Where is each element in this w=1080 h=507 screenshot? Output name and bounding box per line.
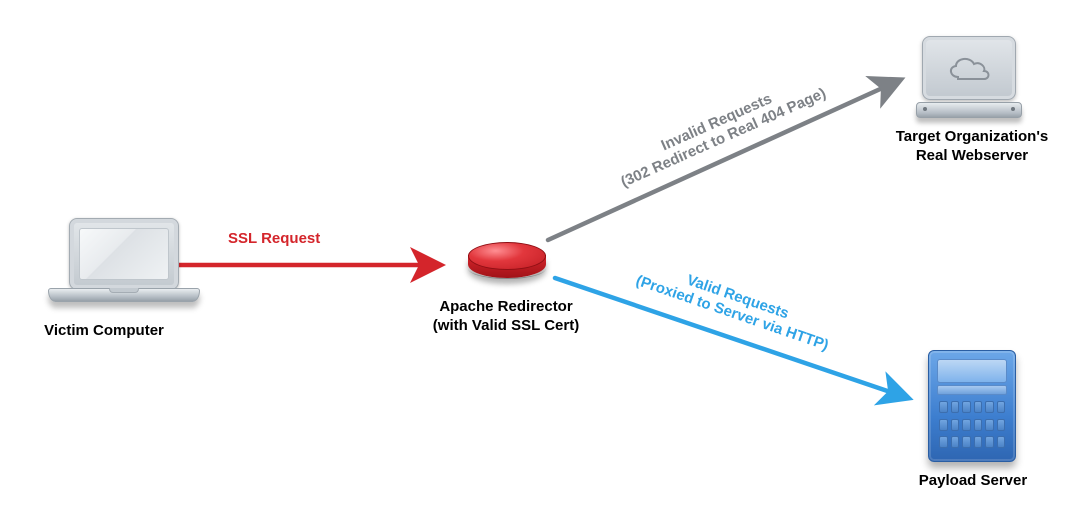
target-webserver-label-line2: Real Webserver (916, 147, 1028, 164)
payload-server-icon (928, 350, 1016, 462)
redirector-label-line2: (with Valid SSL Cert) (433, 317, 579, 334)
victim-computer-label: Victim Computer (24, 322, 184, 341)
target-webserver-icon (922, 36, 1014, 118)
redirector-icon (468, 242, 546, 286)
diagram-stage: { "canvas": { "width": 1080, "height": 5… (0, 0, 1080, 507)
redirector-label-line1: Apache Redirector (439, 298, 572, 315)
edge-invalid-label-line2: (302 Redirect to Real 404 Page) (618, 85, 828, 191)
edge-valid-label: Valid Requests (Proxied to Server via HT… (634, 256, 837, 354)
edge-valid-label-line2: (Proxied to Server via HTTP) (634, 272, 831, 354)
cloud-icon (944, 53, 994, 83)
redirector-label: Apache Redirector (with Valid SSL Cert) (406, 298, 606, 336)
target-webserver-label: Target Organization's Real Webserver (872, 128, 1072, 166)
edge-invalid (548, 80, 900, 240)
edge-invalid-label: Invalid Requests (302 Redirect to Real 4… (611, 69, 828, 191)
payload-server-label: Payload Server (888, 472, 1058, 491)
edge-ssl-label: SSL Request (228, 230, 320, 247)
target-webserver-label-line1: Target Organization's (896, 128, 1048, 145)
